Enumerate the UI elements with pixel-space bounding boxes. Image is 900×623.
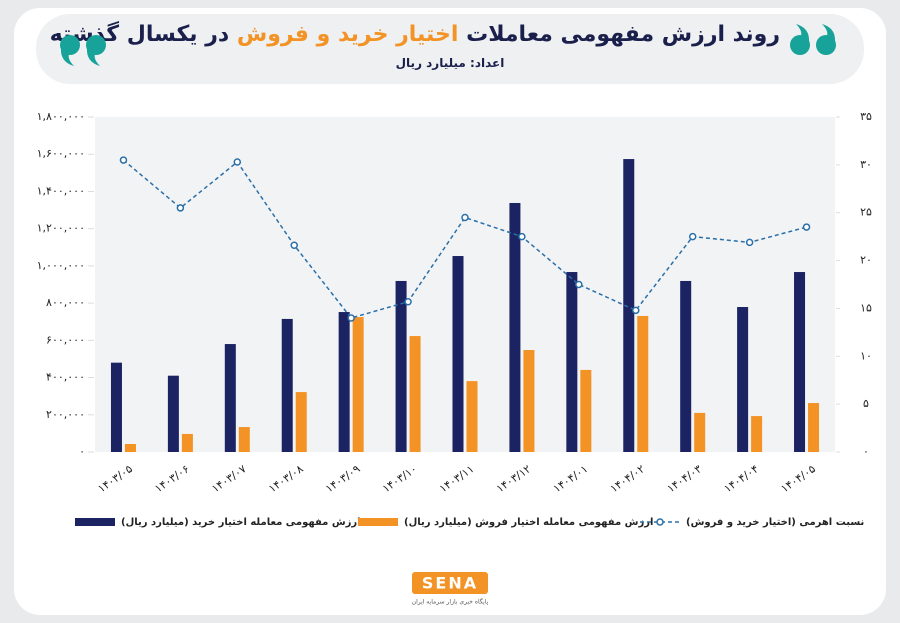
x-tick-label: ۱۴۰۴/۰۴	[722, 462, 762, 495]
bar	[737, 307, 749, 452]
bar	[224, 344, 236, 452]
bar	[794, 272, 806, 452]
bar	[580, 369, 592, 452]
x-tick-label: ۱۴۰۳/۰۵	[95, 462, 135, 495]
bar	[680, 280, 692, 452]
x-tick-label: ۱۴۰۳/۱۲	[494, 462, 534, 495]
bar	[694, 412, 706, 452]
y-tick-label: ۶۰۰,۰۰۰	[46, 333, 85, 346]
legend-swatch	[75, 518, 115, 526]
logo-caption: پایگاه خبری بازار سرمایه ایران	[412, 598, 489, 606]
line-marker	[745, 238, 754, 247]
line-marker	[404, 297, 412, 306]
x-tick-label: ۱۴۰۴/۰۵	[778, 462, 818, 495]
bar	[295, 392, 307, 452]
legend-swatch	[656, 518, 664, 526]
x-tick-label: ۱۴۰۳/۰۹	[323, 462, 363, 495]
line-marker	[688, 232, 697, 241]
title-highlight: اختیار خرید و فروش	[236, 22, 459, 47]
bar	[352, 317, 364, 452]
y2-tick-label: ۳۵	[860, 110, 872, 123]
y-tick-label: ۱,۲۰۰,۰۰۰	[37, 222, 85, 235]
x-tick-label: ۱۴۰۴/۰۳	[665, 462, 705, 495]
bar	[338, 312, 350, 452]
bar	[395, 280, 407, 452]
line-marker	[233, 158, 242, 166]
bar	[181, 433, 193, 452]
line-marker	[119, 156, 128, 164]
header	[36, 14, 864, 84]
bar	[509, 202, 521, 452]
y2-tick-label: ۱۵	[860, 301, 872, 314]
title-part: روند ارزش مفهومی معاملات	[466, 22, 780, 47]
bar	[124, 443, 136, 452]
y2-tick-label: ۲۵	[860, 206, 872, 219]
line-marker	[802, 223, 811, 231]
legend-label: ارزش مفهومی معامله اختیار خرید (میلیارد …	[121, 517, 361, 528]
logo: SENA	[422, 574, 478, 593]
legend-label: ارزش مفهومی معامله اختیار فروش (میلیارد …	[404, 517, 653, 528]
bar	[409, 336, 421, 452]
x-tick-label: ۱۴۰۳/۰۶	[152, 462, 192, 495]
bar	[566, 272, 578, 452]
y-tick-label: ۱,۶۰۰,۰۰۰	[37, 147, 85, 160]
plot-area	[95, 117, 835, 452]
y2-tick-label: ۳۰	[860, 158, 872, 171]
y2-tick-label: ۲۰	[860, 254, 872, 267]
line-marker	[518, 232, 526, 241]
line-marker	[290, 241, 298, 250]
y-tick-label: ۱,۸۰۰,۰۰۰	[37, 110, 85, 123]
y-tick-label: ۴۰۰,۰۰۰	[46, 371, 85, 384]
bar	[281, 318, 293, 452]
y-tick-label: ۸۰۰,۰۰۰	[46, 296, 85, 309]
line-marker	[347, 314, 355, 322]
y2-tick-label: ۵	[863, 397, 869, 410]
line-marker	[575, 280, 583, 289]
x-tick-label: ۱۴۰۳/۰۷	[209, 462, 249, 495]
x-tick-label: ۱۴۰۳/۱۱	[437, 462, 477, 495]
line-marker	[176, 204, 185, 212]
bar	[466, 381, 478, 452]
bar	[808, 403, 820, 452]
y2-tick-label: ۰	[863, 445, 869, 458]
logo-box	[412, 572, 488, 594]
bar	[452, 256, 464, 452]
legend-swatch	[358, 518, 398, 526]
y2-tick-label: ۱۰	[860, 349, 872, 362]
y-tick-label: ۱,۴۰۰,۰۰۰	[37, 184, 85, 197]
x-tick-label: ۱۴۰۴/۰۲	[608, 462, 648, 495]
x-tick-label: ۱۴۰۳/۰۸	[266, 462, 306, 495]
quote-icon	[60, 24, 836, 66]
bar	[110, 362, 122, 452]
chart-subtitle: اعداد: میلیارد ریال	[395, 56, 505, 70]
bar	[623, 159, 635, 453]
bar	[523, 350, 535, 452]
legend-label: نسبت اهرمی (اختیار خرید و فروش)	[686, 517, 864, 528]
bar	[167, 375, 179, 452]
line-marker	[632, 306, 640, 315]
bar	[238, 427, 250, 452]
x-tick-label: ۱۴۰۴/۰۱	[551, 462, 591, 495]
y-tick-label: ۲۰۰,۰۰۰	[46, 408, 85, 421]
bar	[751, 416, 763, 452]
x-tick-label: ۱۴۰۳/۱۰	[380, 462, 420, 495]
y-tick-label: ۰	[79, 445, 85, 458]
y-tick-label: ۱,۰۰۰,۰۰۰	[37, 259, 85, 272]
bar	[637, 315, 649, 452]
line-marker	[461, 213, 469, 222]
